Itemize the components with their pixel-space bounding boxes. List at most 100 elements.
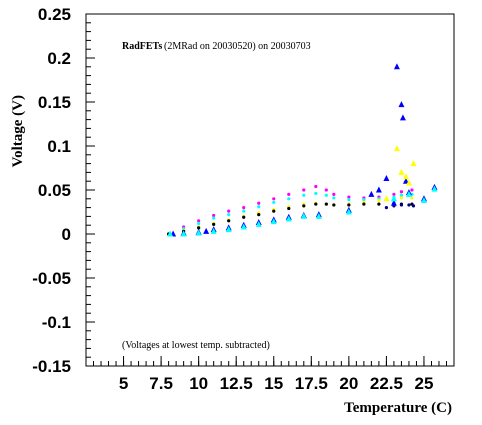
y-tick-label: 0.1 bbox=[47, 137, 71, 156]
x-tick-label: 15 bbox=[264, 374, 283, 393]
data-point bbox=[384, 206, 389, 210]
data-point bbox=[287, 206, 291, 211]
data-point bbox=[197, 219, 201, 223]
data-point bbox=[272, 209, 276, 213]
data-point-triangle bbox=[402, 177, 409, 184]
y-tick-label: -0.1 bbox=[42, 313, 71, 332]
data-point bbox=[257, 205, 261, 209]
data-point-triangle bbox=[315, 212, 322, 219]
data-point bbox=[410, 196, 414, 200]
data-point-triangle bbox=[410, 160, 417, 167]
data-point-triangle bbox=[195, 229, 202, 236]
data-point bbox=[399, 193, 404, 197]
data-point bbox=[362, 202, 366, 206]
data-point bbox=[407, 203, 411, 207]
data-point bbox=[399, 196, 404, 200]
data-point-triangle bbox=[399, 114, 406, 121]
data-point bbox=[197, 226, 201, 230]
y-tick-label: 0 bbox=[62, 225, 71, 244]
data-point-triangle bbox=[285, 215, 292, 222]
data-point-triangle bbox=[368, 190, 375, 197]
data-point bbox=[314, 191, 318, 196]
data-point bbox=[197, 221, 201, 226]
data-point bbox=[324, 202, 328, 206]
x-tick-label: 20 bbox=[339, 374, 358, 393]
data-point bbox=[302, 193, 306, 197]
data-point bbox=[347, 195, 351, 199]
y-tick-label: 0.2 bbox=[47, 49, 71, 68]
data-point bbox=[212, 222, 216, 226]
data-point-triangle bbox=[300, 212, 307, 219]
data-point bbox=[227, 213, 231, 217]
data-point bbox=[392, 192, 396, 196]
data-point-triangle bbox=[405, 190, 412, 197]
data-point bbox=[332, 203, 336, 207]
x-axis-title: Temperature (C) bbox=[344, 400, 452, 416]
data-point bbox=[324, 188, 328, 192]
y-axis-title: Voltage (V) bbox=[10, 95, 26, 167]
data-point bbox=[377, 202, 381, 206]
data-point-triangle bbox=[210, 227, 217, 234]
data-point-triangle bbox=[270, 218, 277, 225]
data-point bbox=[227, 219, 231, 223]
data-point-triangle bbox=[375, 186, 382, 193]
y-axis-ticks: -0.15 -0.1 -0.05 0 0.05 0.1 0.15 0.2 0.25 bbox=[32, 5, 95, 376]
x-tick-label: 12.5 bbox=[220, 374, 253, 393]
data-point bbox=[314, 184, 318, 189]
data-point bbox=[227, 209, 231, 213]
data-point-triangle bbox=[345, 208, 352, 215]
data-point bbox=[242, 215, 246, 219]
data-point bbox=[242, 209, 246, 213]
data-point-triangle bbox=[383, 175, 390, 182]
y-tick-label: -0.05 bbox=[32, 269, 71, 288]
data-point-triangle bbox=[431, 185, 438, 192]
data-point-triangle bbox=[225, 226, 232, 233]
data-point-triangle bbox=[383, 195, 390, 202]
data-point bbox=[242, 206, 246, 210]
data-point bbox=[287, 192, 291, 196]
data-point bbox=[257, 201, 261, 205]
data-point bbox=[399, 190, 404, 194]
chart-marks bbox=[167, 63, 438, 237]
x-tick-label: 10 bbox=[189, 374, 208, 393]
plot-frame bbox=[85, 13, 455, 367]
data-point bbox=[302, 188, 306, 192]
data-point bbox=[410, 188, 414, 192]
data-point bbox=[347, 203, 351, 207]
data-point bbox=[332, 192, 336, 196]
data-point-triangle bbox=[390, 199, 397, 206]
data-point-triangle bbox=[398, 168, 405, 175]
data-point bbox=[324, 193, 328, 197]
y-tick-label: 0.15 bbox=[38, 93, 71, 112]
data-point bbox=[314, 202, 318, 206]
x-tick-label: 17.5 bbox=[295, 374, 328, 393]
x-tick-label: 22.5 bbox=[370, 374, 403, 393]
data-point-triangle bbox=[255, 220, 262, 227]
data-point-triangle bbox=[203, 227, 210, 234]
y-tick-label: -0.15 bbox=[32, 357, 71, 376]
data-point bbox=[257, 213, 261, 217]
annotation-footer: (Voltages at lowest temp. subtracted) bbox=[122, 340, 270, 351]
data-point-triangle bbox=[402, 173, 409, 180]
data-point-triangle bbox=[240, 223, 247, 230]
data-point-triangle bbox=[420, 197, 427, 204]
data-point bbox=[287, 197, 291, 201]
x-tick-label: 5 bbox=[119, 374, 128, 393]
data-point bbox=[272, 197, 276, 201]
data-point bbox=[411, 204, 416, 208]
data-point-triangle bbox=[398, 101, 405, 108]
x-tick-label: 25 bbox=[414, 374, 433, 393]
data-point bbox=[302, 204, 306, 208]
data-point-triangle bbox=[167, 230, 174, 237]
data-point bbox=[399, 203, 404, 207]
data-point bbox=[332, 196, 336, 200]
data-point bbox=[347, 198, 351, 202]
data-point bbox=[377, 198, 381, 203]
y-tick-label: 0.05 bbox=[38, 181, 71, 200]
data-point bbox=[212, 216, 216, 220]
data-point bbox=[362, 198, 366, 202]
data-point-triangle bbox=[393, 145, 400, 152]
annotation-header-bold: RadFETs bbox=[122, 41, 162, 52]
x-axis-ticks: 5 7.5 10 12.5 15 17.5 20 22.5 25 bbox=[93, 356, 447, 393]
